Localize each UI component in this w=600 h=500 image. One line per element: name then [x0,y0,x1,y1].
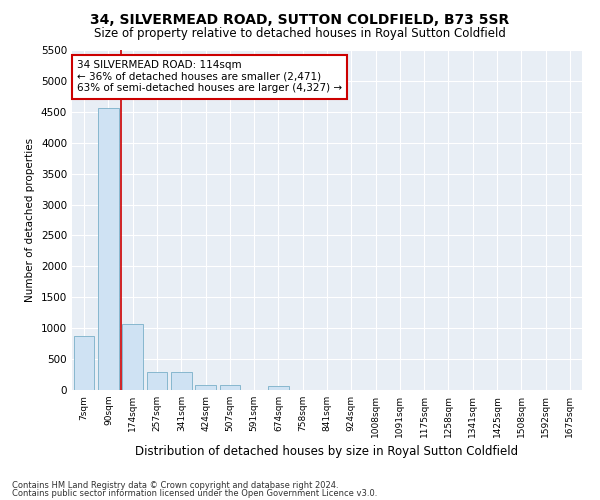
Bar [122,324,143,390]
Text: Contains public sector information licensed under the Open Government Licence v3: Contains public sector information licen… [12,489,377,498]
Bar [146,372,167,390]
Text: Size of property relative to detached houses in Royal Sutton Coldfield: Size of property relative to detached ho… [94,28,506,40]
Bar [220,384,240,390]
Bar [171,372,191,390]
Bar [268,386,289,390]
X-axis label: Distribution of detached houses by size in Royal Sutton Coldfield: Distribution of detached houses by size … [136,446,518,458]
Bar [74,336,94,390]
Bar [98,108,119,390]
Text: 34, SILVERMEAD ROAD, SUTTON COLDFIELD, B73 5SR: 34, SILVERMEAD ROAD, SUTTON COLDFIELD, B… [91,12,509,26]
Y-axis label: Number of detached properties: Number of detached properties [25,138,35,302]
Text: Contains HM Land Registry data © Crown copyright and database right 2024.: Contains HM Land Registry data © Crown c… [12,480,338,490]
Text: 34 SILVERMEAD ROAD: 114sqm
← 36% of detached houses are smaller (2,471)
63% of s: 34 SILVERMEAD ROAD: 114sqm ← 36% of deta… [77,60,342,94]
Bar [195,384,216,390]
